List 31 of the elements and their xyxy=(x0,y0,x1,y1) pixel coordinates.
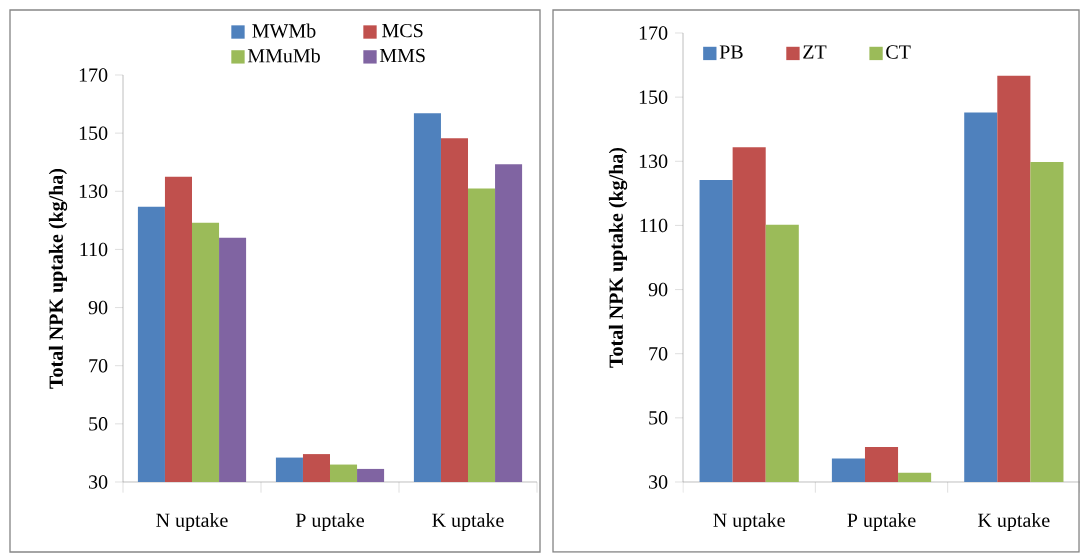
y-axis-title: Total NPK uptake (kg/ha) xyxy=(48,168,68,389)
y-tick-label: 130 xyxy=(639,154,668,169)
x-tick-label: K uptake xyxy=(978,512,1050,532)
y-tick-label: 110 xyxy=(640,218,668,233)
y-tick-label: 90 xyxy=(648,282,668,297)
legend-label: MMS xyxy=(379,48,425,63)
legend-label: MMuMb xyxy=(247,48,320,63)
y-axis-title: Total NPK uptake (kg/ha) xyxy=(608,147,628,368)
x-tick-label: N uptake xyxy=(713,512,785,532)
x-tick-label: K uptake xyxy=(432,512,504,532)
y-tick-label: 70 xyxy=(649,346,668,361)
x-tick-label: N uptake xyxy=(156,512,228,532)
y-tick-label: 30 xyxy=(89,475,108,489)
y-tick-label: 170 xyxy=(79,68,108,82)
y-tick-label: 130 xyxy=(79,184,108,199)
y-tick-label: 50 xyxy=(649,411,668,425)
y-tick-label: 70 xyxy=(89,358,108,373)
legend-label: ZT xyxy=(803,45,827,59)
legend-label: PB xyxy=(719,45,743,59)
x-tick-label: P uptake xyxy=(847,512,916,532)
y-tick-label: 150 xyxy=(639,90,668,104)
y-tick-label: 30 xyxy=(649,475,668,489)
y-tick-label: 90 xyxy=(88,300,108,315)
legend-label: MWMb xyxy=(252,23,316,38)
legend-label: CT xyxy=(886,45,911,59)
y-tick-label: 150 xyxy=(79,126,108,140)
y-tick-label: 170 xyxy=(639,26,668,40)
x-tick-label: P uptake xyxy=(295,512,364,532)
y-tick-label: 110 xyxy=(80,242,108,257)
y-tick-label: 50 xyxy=(89,417,108,431)
legend-label: MCS xyxy=(382,23,423,38)
